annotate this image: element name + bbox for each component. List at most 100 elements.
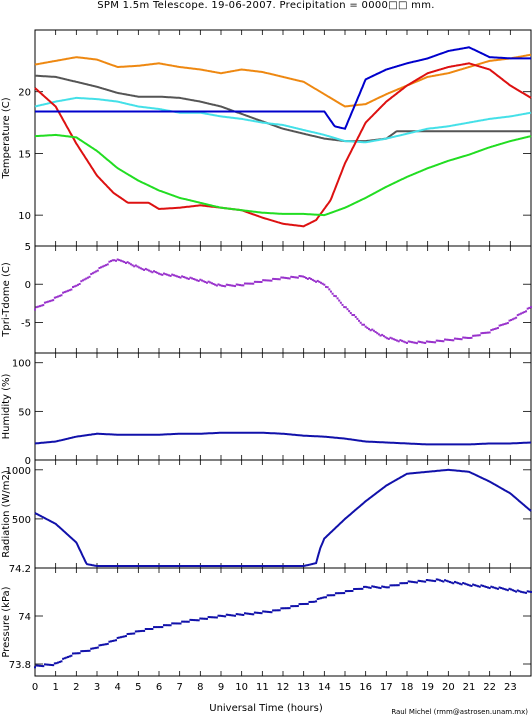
data-point: [194, 619, 197, 622]
data-point: [530, 306, 532, 309]
data-point: [40, 304, 43, 307]
data-point: [392, 338, 395, 341]
data-point: [83, 650, 86, 653]
data-point: [424, 580, 427, 583]
data-point: [270, 279, 273, 282]
data-point: [372, 585, 375, 588]
data-point: [93, 647, 96, 650]
data-point: [491, 586, 494, 589]
y-axis-label: Tpri-Tdome (C): [1, 262, 12, 338]
x-tick-label: 17: [380, 682, 393, 693]
x-tick-label: 18: [401, 682, 414, 693]
data-point: [356, 587, 359, 590]
y-tick-label: 74: [18, 612, 31, 623]
data-point: [80, 280, 83, 283]
data-point: [501, 323, 504, 326]
data-point: [65, 290, 68, 293]
x-tick-label: 5: [135, 682, 141, 693]
data-point: [199, 617, 202, 620]
data-point: [219, 284, 222, 287]
data-point: [63, 291, 66, 294]
data-point: [396, 339, 399, 342]
data-point: [90, 647, 93, 650]
data-point: [55, 662, 58, 665]
data-point: [131, 632, 134, 635]
data-point: [116, 636, 119, 639]
data-point: [192, 277, 195, 280]
data-point: [215, 284, 218, 287]
data-point: [196, 279, 199, 282]
data-point: [53, 662, 56, 665]
data-point: [123, 260, 126, 263]
x-tick-label: 1: [52, 682, 58, 693]
data-point: [475, 584, 478, 587]
y-axis-label: Temperature (C): [1, 97, 12, 179]
data-point: [303, 276, 306, 279]
data-point: [526, 307, 529, 310]
data-point: [415, 581, 418, 584]
data-point: [463, 336, 466, 339]
data-point: [358, 587, 361, 590]
data-point: [523, 311, 526, 314]
data-point: [366, 586, 369, 589]
data-point: [239, 284, 242, 287]
data-point: [305, 277, 308, 280]
data-point: [119, 259, 122, 262]
data-point: [341, 592, 344, 595]
data-point: [415, 342, 418, 345]
data-point: [230, 614, 233, 617]
data-point: [482, 584, 485, 587]
data-point: [311, 278, 314, 281]
data-point: [404, 341, 407, 344]
data-point: [58, 294, 61, 297]
data-point: [209, 281, 212, 284]
data-point: [118, 259, 121, 262]
data-point: [346, 308, 349, 311]
data-point: [503, 323, 506, 326]
data-point: [376, 332, 379, 335]
data-point: [53, 296, 56, 299]
data-point: [429, 340, 432, 343]
data-point: [377, 333, 380, 336]
data-point: [153, 270, 156, 273]
data-point: [500, 324, 503, 327]
data-point: [455, 337, 458, 340]
data-point: [126, 261, 129, 264]
data-point: [191, 277, 194, 280]
data-point: [467, 336, 470, 339]
data-point: [253, 611, 256, 614]
data-point: [318, 597, 321, 600]
data-point: [159, 273, 162, 276]
x-tick-label: 8: [197, 682, 203, 693]
data-point: [111, 639, 114, 642]
data-point: [108, 640, 111, 643]
data-point: [491, 328, 494, 331]
data-point: [234, 614, 237, 617]
data-point: [113, 259, 116, 262]
data-point: [404, 582, 407, 585]
data-point: [220, 284, 223, 287]
data-point: [146, 628, 149, 631]
data-point: [410, 580, 413, 583]
data-point: [493, 328, 496, 331]
data-point: [169, 624, 172, 627]
data-point: [468, 336, 471, 339]
data-point: [247, 282, 250, 285]
data-point: [222, 615, 225, 618]
data-point: [50, 299, 53, 302]
data-point: [275, 278, 278, 281]
data-point: [452, 582, 455, 585]
data-point: [189, 276, 192, 279]
data-point: [58, 660, 61, 663]
x-axis-label: Universal Time (hours): [209, 703, 323, 714]
data-point: [207, 280, 210, 283]
data-point: [250, 613, 253, 616]
data-point: [52, 664, 55, 667]
data-point: [384, 336, 387, 339]
series-line-blue: [35, 46, 531, 130]
data-point: [506, 322, 509, 325]
data-point: [37, 664, 40, 667]
data-point: [324, 285, 327, 288]
data-point: [154, 626, 157, 629]
data-point: [156, 626, 159, 629]
